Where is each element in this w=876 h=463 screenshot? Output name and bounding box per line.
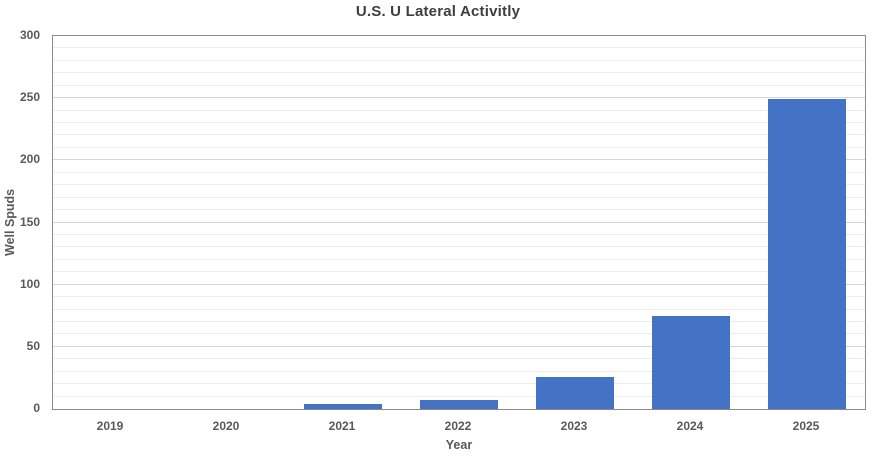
gridline-minor-190 xyxy=(53,171,865,173)
y-tick-label-200: 200 xyxy=(19,152,40,167)
y-tick-label-0: 0 xyxy=(33,401,40,415)
gridline-minor-210 xyxy=(53,146,865,148)
gridline-major-200 xyxy=(53,159,865,161)
bar-2024 xyxy=(652,315,730,409)
gridline-minor-180 xyxy=(53,184,865,186)
gridline-minor-30 xyxy=(53,370,865,372)
x-tick-label-2024: 2024 xyxy=(676,419,704,433)
gridline-major-100 xyxy=(53,283,865,285)
x-tick-label-2021: 2021 xyxy=(328,419,356,433)
gridline-minor-60 xyxy=(53,333,865,335)
y-tick-label-150: 150 xyxy=(19,214,40,229)
gridline-minor-260 xyxy=(53,84,865,86)
gridline-major-150 xyxy=(53,221,865,223)
x-tick-label-2023: 2023 xyxy=(560,419,588,433)
gridline-minor-220 xyxy=(53,134,865,136)
gridline-minor-80 xyxy=(53,308,865,310)
x-axis-tick-labels: 2019 2020 2021 2022 2023 2024 2025 xyxy=(52,419,866,435)
bar-2023 xyxy=(536,376,614,409)
y-tick-label-300: 300 xyxy=(19,28,40,42)
gridline-minor-160 xyxy=(53,209,865,211)
bar-2021 xyxy=(304,404,382,409)
gridline-minor-280 xyxy=(53,59,865,61)
y-tick-label-250: 250 xyxy=(19,90,40,105)
gridline-minor-230 xyxy=(53,122,865,124)
x-tick-label-2020: 2020 xyxy=(212,419,240,433)
gridline-minor-290 xyxy=(53,47,865,49)
gridline-minor-90 xyxy=(53,296,865,298)
x-tick-label-2022: 2022 xyxy=(444,419,472,433)
gridline-minor-120 xyxy=(53,258,865,260)
bar-2025 xyxy=(768,99,846,409)
y-tick-label-100: 100 xyxy=(19,276,40,291)
gridline-minor-240 xyxy=(53,109,865,111)
x-tick-label-2019: 2019 xyxy=(96,419,124,433)
gridline-minor-10 xyxy=(53,395,865,397)
gridline-minor-140 xyxy=(53,233,865,235)
y-axis-tick-labels: 0 50 100 150 200 250 300 xyxy=(0,0,40,463)
gridline-minor-70 xyxy=(53,320,865,322)
x-axis-title: Year xyxy=(445,438,473,452)
y-tick-label-50: 50 xyxy=(26,338,40,353)
gridline-minor-130 xyxy=(53,246,865,248)
gridline-minor-270 xyxy=(53,72,865,74)
bar-2022 xyxy=(420,400,498,409)
plot-area xyxy=(52,35,866,410)
gridline-minor-110 xyxy=(53,271,865,273)
gridline-major-50 xyxy=(53,345,865,347)
x-tick-label-2025: 2025 xyxy=(792,419,820,433)
gridline-major-250 xyxy=(53,97,865,99)
chart-title: U.S. U Lateral Activitly xyxy=(355,3,521,20)
gridline-minor-20 xyxy=(53,383,865,385)
gridline-minor-170 xyxy=(53,196,865,198)
gridline-minor-40 xyxy=(53,358,865,360)
